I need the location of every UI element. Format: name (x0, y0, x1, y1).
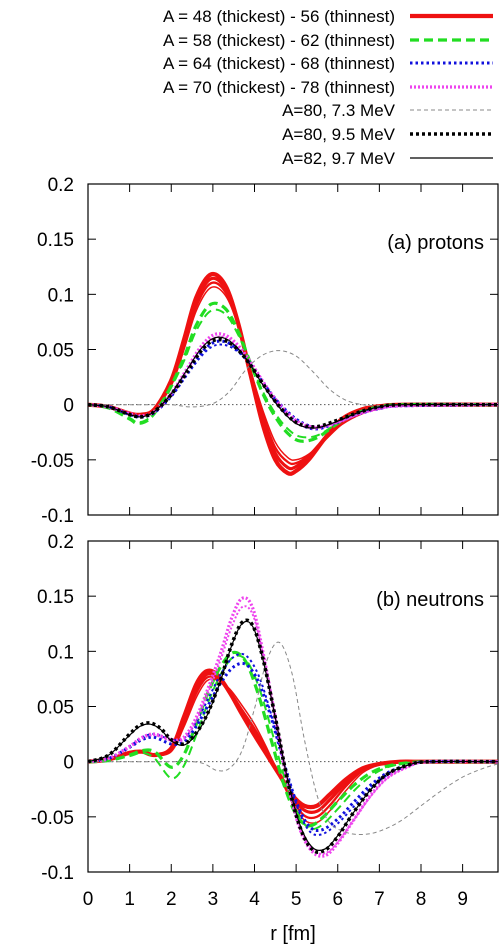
legend-label: A = 70 (thickest) - 78 (thinnest) (163, 78, 395, 97)
y-tick-label: -0.05 (31, 451, 74, 472)
y-tick-label: -0.05 (31, 808, 74, 829)
series-line-protons-group-1 (88, 271, 498, 476)
series-line-neutrons-group-1 (88, 678, 498, 824)
series-line-neutrons-group-7 (88, 620, 498, 852)
series-line-neutrons-group-5 (88, 641, 498, 836)
y-tick-label: -0.1 (41, 506, 74, 527)
series-line-protons-group-5 (88, 350, 498, 408)
series-line-neutrons-group-4 (88, 605, 498, 855)
x-tick-label: 7 (374, 889, 385, 910)
legend-label: A = 58 (thickest) - 62 (thinnest) (163, 31, 395, 50)
y-tick-label: 0.1 (48, 642, 74, 663)
series-line-protons-group-1 (88, 276, 498, 471)
y-tick-label: 0.2 (48, 175, 74, 196)
series-line-protons-group-1 (88, 286, 498, 461)
x-tick-label: 3 (208, 889, 219, 910)
y-tick-label: 0.2 (48, 532, 74, 553)
panel-neutrons: 0.2 0.15 0.1 0.05 0 -0.05 -0.1 (b) neutrons (31, 532, 499, 884)
x-tick-label: 9 (457, 889, 468, 910)
x-tick-label: 5 (291, 889, 302, 910)
x-axis-title: r [fm] (270, 923, 316, 945)
series-line-neutrons-group-3 (88, 661, 498, 833)
series-line-neutrons-group-4 (88, 596, 498, 858)
y-tick-label: 0.05 (37, 698, 74, 719)
x-tick-label: 0 (83, 889, 94, 910)
series-line-protons-group-4 (88, 335, 498, 428)
legend-label: A = 64 (thickest) - 68 (thinnest) (163, 54, 395, 73)
series-group (88, 271, 498, 476)
x-tick-label: 8 (416, 889, 427, 910)
panel-protons: 0.2 0.15 0.1 0.05 0 -0.05 -0.1 (a) protons (31, 175, 499, 527)
legend-label: A=82, 9.7 MeV (282, 149, 396, 168)
legend-label: A=80, 7.3 MeV (282, 101, 396, 120)
y-tick-label: 0.15 (37, 230, 74, 251)
y-tick-label: 0 (63, 396, 74, 417)
x-tick-label: 2 (166, 889, 177, 910)
panel-label: (a) protons (387, 232, 484, 254)
y-tick-label: -0.1 (41, 863, 74, 884)
x-tick-label: 1 (124, 889, 135, 910)
y-tick-label: 0.05 (37, 341, 74, 362)
y-tick-label: 0 (63, 753, 74, 774)
y-tick-label: 0.15 (37, 587, 74, 608)
y-tick-label: 0.1 (48, 285, 74, 306)
series-line-protons-group-7 (88, 336, 498, 429)
x-tick-label: 4 (249, 889, 260, 910)
legend-label: A=80, 9.5 MeV (282, 125, 396, 144)
panel-label: (b) neutrons (376, 589, 484, 611)
series-line-protons-group-1 (88, 281, 498, 466)
series-group (88, 596, 498, 858)
legend-label: A = 48 (thickest) - 56 (thinnest) (163, 7, 395, 26)
x-tick-label: 6 (332, 889, 343, 910)
